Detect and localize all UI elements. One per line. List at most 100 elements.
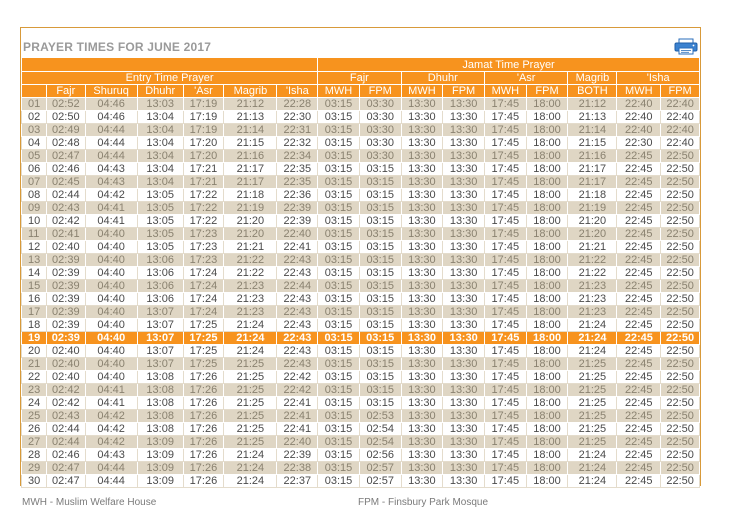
time-cell: 21:14 <box>567 123 618 137</box>
time-cell: 21:25 <box>223 422 278 436</box>
time-cell: 13:30 <box>400 227 444 241</box>
time-cell: 22:40 <box>660 123 700 137</box>
jamat-group-header: Jamat Time Prayer <box>317 57 700 72</box>
time-cell: 22:45 <box>616 214 662 228</box>
time-cell: 22:50 <box>660 305 700 319</box>
jamat-isha-fpm-header: FPM <box>660 84 700 98</box>
time-cell: 02:54 <box>358 422 402 436</box>
time-cell: 22:45 <box>616 409 662 423</box>
time-cell: 22:42 <box>276 383 319 397</box>
time-cell: 03:15 <box>317 240 360 254</box>
time-cell: 22:43 <box>276 318 319 332</box>
time-cell: 02:57 <box>358 461 402 475</box>
time-cell: 22:45 <box>616 201 662 215</box>
time-cell: 03:15 <box>317 409 360 423</box>
printer-icon[interactable] <box>674 38 698 55</box>
table-row: 15 02:39 04:40 13:06 17:24 21:23 22:44 03:15 03:… <box>20 279 700 293</box>
time-cell: 03:15 <box>317 214 360 228</box>
time-cell: 02:42 <box>46 383 86 397</box>
time-cell: 02:52 <box>46 97 86 111</box>
time-cell: 17:45 <box>483 97 527 111</box>
time-cell: 17:45 <box>483 292 527 306</box>
time-cell: 03:15 <box>358 279 402 293</box>
table-row: 10 02:42 04:41 13:05 17:22 21:20 22:39 03:15 03:… <box>20 214 700 228</box>
time-cell: 03:15 <box>317 344 360 358</box>
time-cell: 13:08 <box>136 396 184 410</box>
time-cell: 21:20 <box>567 214 618 228</box>
table-row: 25 02:43 04:42 13:08 17:26 21:25 22:41 03:15 02:… <box>20 409 700 423</box>
time-cell: 02:45 <box>46 175 86 189</box>
time-cell: 21:23 <box>223 279 278 293</box>
table-row: 14 02:39 04:40 13:06 17:24 21:22 22:43 03:15 03:… <box>20 266 700 280</box>
time-cell: 04:40 <box>84 331 138 345</box>
time-cell: 18:00 <box>525 396 569 410</box>
time-cell: 18:00 <box>525 422 569 436</box>
time-cell: 04:42 <box>84 422 138 436</box>
time-cell: 22:50 <box>660 331 700 345</box>
time-cell: 22:50 <box>660 227 700 241</box>
time-cell: 13:30 <box>442 240 485 254</box>
time-cell: 22:43 <box>276 331 319 345</box>
time-cell: 13:30 <box>442 97 485 111</box>
time-cell: 22:50 <box>660 422 700 436</box>
time-cell: 22:32 <box>276 136 319 150</box>
time-cell: 13:30 <box>442 123 485 137</box>
time-cell: 22:41 <box>276 422 319 436</box>
time-cell: 21:23 <box>567 292 618 306</box>
time-cell: 21:17 <box>567 175 618 189</box>
time-cell: 03:15 <box>358 331 402 345</box>
table-row: 20 02:40 04:40 13:07 17:25 21:24 22:43 03:15 03:… <box>20 344 700 358</box>
time-cell: 13:30 <box>442 305 485 319</box>
time-cell: 02:41 <box>46 227 86 241</box>
time-cell: 17:26 <box>182 448 225 462</box>
time-cell: 13:30 <box>442 474 485 488</box>
panel-header: PRAYER TIMES FOR JUNE 2017 <box>21 28 700 58</box>
time-cell: 22:45 <box>616 448 662 462</box>
time-cell: 21:12 <box>223 97 278 111</box>
time-cell: 18:00 <box>525 201 569 215</box>
time-cell: 02:46 <box>46 162 86 176</box>
time-cell: 22:45 <box>616 305 662 319</box>
time-cell: 13:04 <box>136 162 184 176</box>
time-cell: 21:24 <box>567 474 618 488</box>
time-cell: 17:21 <box>182 175 225 189</box>
day-cell: 10 <box>20 214 48 228</box>
jamat-magrib-header: Magrib <box>567 71 618 85</box>
table-row: 30 02:47 04:44 13:09 17:26 21:24 22:37 03:15 02:… <box>20 474 700 488</box>
time-cell: 03:15 <box>317 396 360 410</box>
time-cell: 13:30 <box>442 188 485 202</box>
time-cell: 17:22 <box>182 214 225 228</box>
time-cell: 17:25 <box>182 344 225 358</box>
day-cell: 30 <box>20 474 48 488</box>
time-cell: 02:43 <box>46 201 86 215</box>
time-cell: 21:25 <box>567 370 618 384</box>
time-cell: 21:25 <box>567 357 618 371</box>
time-cell: 04:43 <box>84 175 138 189</box>
time-cell: 18:00 <box>525 227 569 241</box>
time-cell: 22:45 <box>616 253 662 267</box>
time-cell: 22:50 <box>660 409 700 423</box>
time-cell: 21:16 <box>223 149 278 163</box>
time-cell: 17:26 <box>182 409 225 423</box>
time-cell: 17:45 <box>483 136 527 150</box>
time-cell: 22:50 <box>660 240 700 254</box>
time-cell: 04:46 <box>84 110 138 124</box>
time-cell: 22:37 <box>276 474 319 488</box>
time-cell: 17:20 <box>182 149 225 163</box>
time-cell: 17:21 <box>182 162 225 176</box>
jamat-fajr-header: Fajr <box>317 71 402 85</box>
time-cell: 17:19 <box>182 97 225 111</box>
time-cell: 21:25 <box>567 435 618 449</box>
time-cell: 17:45 <box>483 383 527 397</box>
time-cell: 13:30 <box>400 461 444 475</box>
time-cell: 03:15 <box>358 214 402 228</box>
time-cell: 17:22 <box>182 201 225 215</box>
time-cell: 13:07 <box>136 318 184 332</box>
time-cell: 22:45 <box>616 331 662 345</box>
time-cell: 18:00 <box>525 162 569 176</box>
time-cell: 22:28 <box>276 97 319 111</box>
time-cell: 22:43 <box>276 292 319 306</box>
time-cell: 22:43 <box>276 357 319 371</box>
time-cell: 13:03 <box>136 97 184 111</box>
time-cell: 13:05 <box>136 214 184 228</box>
